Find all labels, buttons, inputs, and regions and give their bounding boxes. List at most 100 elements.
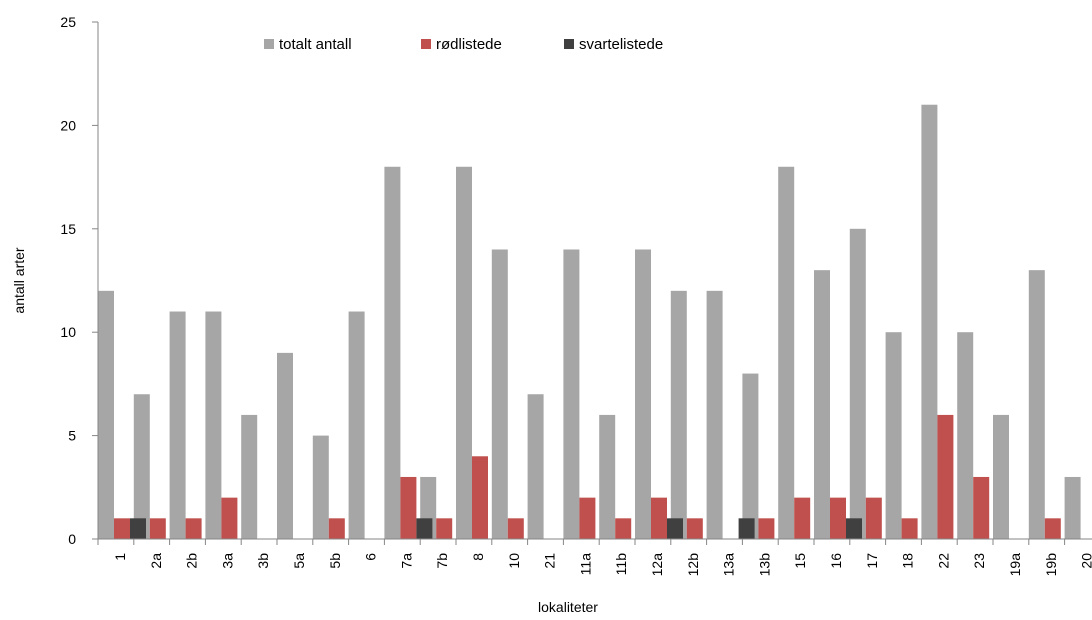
x-tick-label: 2b [184,553,200,569]
y-tick-label: 15 [60,221,76,237]
bar [686,518,703,539]
bar [957,332,974,539]
bar [416,518,433,539]
bar [384,166,401,539]
x-tick-label: 3b [255,553,271,569]
x-tick-label: 20 [1079,553,1092,569]
x-tick-label: 7a [398,553,414,569]
bar [241,414,258,539]
legend-label: totalt antall [279,36,352,53]
bar [491,249,508,540]
bar [579,497,596,539]
bar [901,518,918,539]
bar [169,311,186,539]
bar [312,435,329,539]
bar [738,518,755,539]
bar [114,518,130,539]
bar [130,518,146,539]
bar [635,249,651,540]
legend-swatch [421,39,431,49]
x-tick-label: 11b [613,553,629,576]
y-tick-label: 0 [68,531,76,547]
x-tick-label: 11a [577,553,593,576]
legend: totalt antall rødlistede svartelistede [264,36,663,53]
bar [348,311,365,539]
x-tick-label: 23 [971,553,987,569]
bar [527,394,544,539]
bar [921,104,938,539]
x-tick-label: 12b [685,553,701,577]
bar [667,518,683,539]
bar [1044,518,1061,539]
bar [865,497,882,539]
x-tick-label: 19a [1007,553,1023,577]
x-tick-label: 21 [542,553,558,569]
bar [507,518,524,539]
bar [599,414,616,539]
x-tick-label: 19b [1043,553,1059,577]
x-tick-label: 18 [900,553,916,569]
bar [133,394,150,539]
bar [400,476,417,539]
y-axis-ticks: 0 5 10 15 20 25 [60,14,98,547]
x-tick-label: 1 [112,553,128,561]
bar [328,518,345,539]
legend-label: rødlistede [436,36,502,53]
y-axis-title: antall arter [11,247,27,313]
bar [706,290,723,539]
bar [846,518,862,539]
bar [436,518,453,539]
bar [205,311,222,539]
bars [98,104,1081,540]
bar [277,352,293,539]
y-tick-label: 25 [60,14,76,30]
bar [456,166,472,539]
bar [973,476,990,539]
x-tick-label: 13a [721,553,737,577]
legend-swatch [564,39,574,49]
bar [670,290,687,539]
bar [885,332,902,539]
bar [221,497,238,539]
bar [742,373,759,539]
bar [149,518,166,539]
bar [778,166,795,539]
bar [849,228,866,540]
bar [993,414,1009,539]
legend-label: svartelistede [579,36,663,53]
y-tick-label: 10 [60,324,76,340]
x-tick-label: 16 [828,553,844,569]
bar [1028,270,1045,539]
bar [472,456,488,539]
y-tick-label: 20 [60,117,76,133]
bar [98,290,114,539]
x-tick-label: 13b [756,553,772,577]
bar [937,414,954,539]
x-tick-label: 3a [219,553,235,569]
bar [814,270,830,539]
x-tick-label: 6 [363,553,379,561]
bar [758,518,775,539]
x-tick-label: 5a [291,553,307,569]
x-tick-label: 15 [792,553,808,569]
bar [185,518,202,539]
y-tick-label: 5 [68,428,76,444]
x-axis-ticks: 1 2a 2b 3a 3b 5a 5b 6 7a 7b 8 10 21 11a 11b 12a 12b 13a 13… [97,539,1092,577]
bar [563,249,580,540]
legend-swatch [264,39,274,49]
bar [615,518,632,539]
bar [830,497,846,539]
bar [794,497,811,539]
x-tick-label: 5b [327,553,343,569]
bar [1064,476,1081,539]
x-tick-label: 12a [649,553,665,577]
x-tick-label: 10 [506,553,522,569]
x-tick-label: 7b [434,553,450,569]
x-axis-title: lokaliteter [538,599,598,615]
bar [651,497,667,539]
x-tick-label: 17 [864,553,880,569]
x-tick-label: 8 [470,553,486,561]
x-tick-label: 2a [148,553,164,569]
x-tick-label: 22 [935,553,951,569]
